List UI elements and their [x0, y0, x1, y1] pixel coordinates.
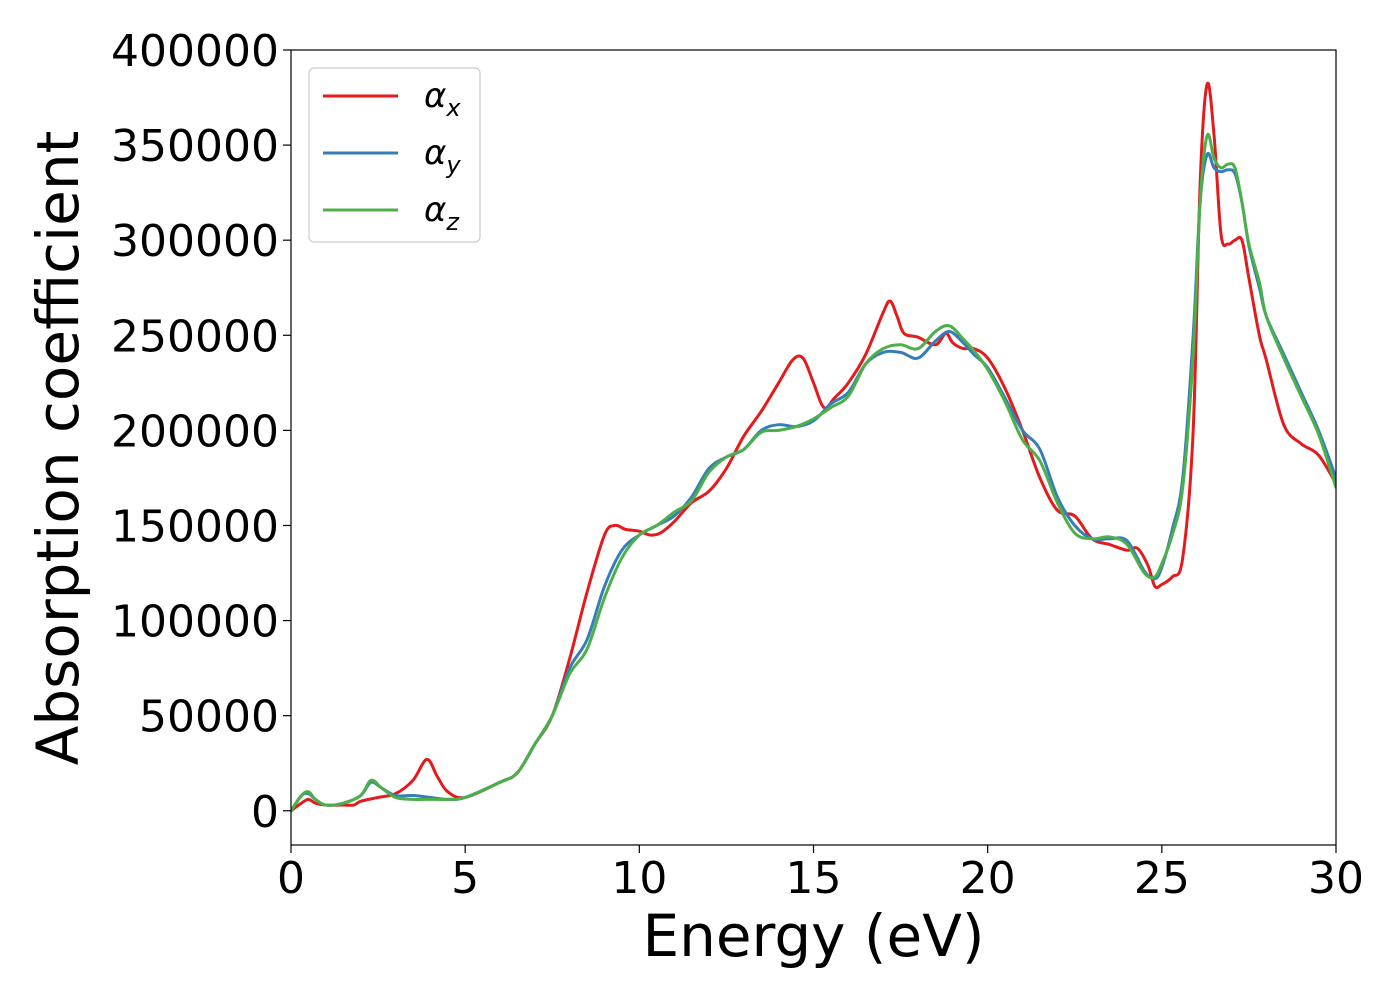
x-tick-label: 5: [451, 853, 479, 904]
series-line-alpha-z: [291, 132, 1336, 813]
x-tick-label: 20: [960, 853, 1016, 904]
x-axis-title: Energy (eV): [642, 902, 984, 970]
x-tick-label: 0: [277, 853, 305, 904]
x-tick-label: 30: [1308, 853, 1364, 904]
x-tick-label: 10: [611, 853, 667, 904]
legend-label-alpha-x: αx: [424, 76, 461, 122]
y-tick-label: 0: [251, 787, 279, 838]
y-tick-label: 250000: [111, 311, 279, 362]
y-tick-label: 150000: [111, 501, 279, 552]
legend-box: [308, 67, 481, 243]
series-layer: [291, 81, 1336, 813]
y-tick-label: 400000: [111, 26, 279, 77]
x-tick-label: 25: [1134, 853, 1190, 904]
x-axis: 0 5 10 15 20 25 30: [277, 845, 1364, 904]
y-tick-label: 100000: [111, 597, 279, 648]
y-tick-label: 50000: [139, 692, 279, 743]
y-tick-label: 350000: [111, 121, 279, 172]
y-tick-label: 200000: [111, 406, 279, 457]
y-axis: 0 50000 100000 150000 200000 250000 300000 3500…: [111, 26, 291, 838]
y-axis-title: Absorption coefficient: [24, 131, 92, 766]
y-tick-label: 300000: [111, 216, 279, 267]
x-tick-label: 15: [786, 853, 842, 904]
